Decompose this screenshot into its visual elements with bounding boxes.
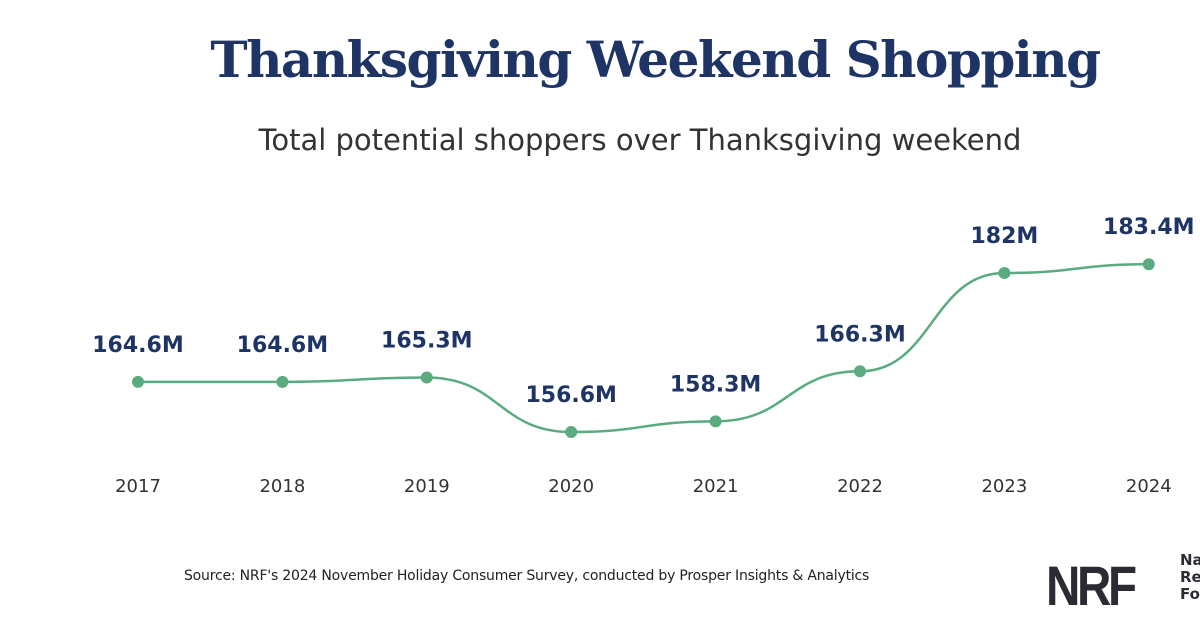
data-point	[709, 415, 722, 428]
data-label: 182M	[970, 224, 1038, 249]
data-label: 158.3M	[670, 372, 761, 397]
data-point	[565, 426, 578, 438]
x-tick-label: 2023	[981, 476, 1027, 497]
data-point	[420, 371, 433, 384]
data-label: 164.6M	[237, 333, 328, 358]
x-tick-label: 2022	[837, 476, 883, 497]
chart-subtitle: Total potential shoppers over Thanksgivi…	[258, 123, 1022, 157]
nrf-logo-side-text: Na Re Fo	[1180, 552, 1200, 603]
data-point	[998, 266, 1011, 279]
logo-side-line: Re	[1180, 568, 1200, 586]
data-label: 164.6M	[92, 333, 183, 358]
source-note: Source: NRF's 2024 November Holiday Cons…	[184, 568, 870, 584]
x-tick-label: 2021	[693, 476, 739, 497]
x-tick-label: 2019	[404, 476, 450, 497]
x-tick-label: 2024	[1126, 476, 1172, 497]
data-label: 183.4M	[1103, 215, 1194, 240]
data-point	[1142, 258, 1155, 271]
data-label: 166.3M	[814, 322, 905, 347]
data-label: 165.3M	[381, 329, 472, 354]
data-point	[132, 375, 144, 388]
logo-side-line: Fo	[1180, 585, 1200, 603]
x-tick-label: 2017	[115, 476, 161, 497]
data-point	[276, 375, 289, 388]
x-tick-label: 2020	[548, 476, 594, 497]
chart-title: Thanksgiving Weekend Shopping	[210, 30, 1101, 89]
data-point	[854, 365, 866, 378]
series-line	[138, 262, 1149, 434]
x-tick-label: 2018	[259, 476, 305, 497]
data-label: 156.6M	[525, 383, 616, 408]
nrf-logo: NRF	[1046, 554, 1137, 617]
logo-side-line: Na	[1180, 551, 1200, 569]
